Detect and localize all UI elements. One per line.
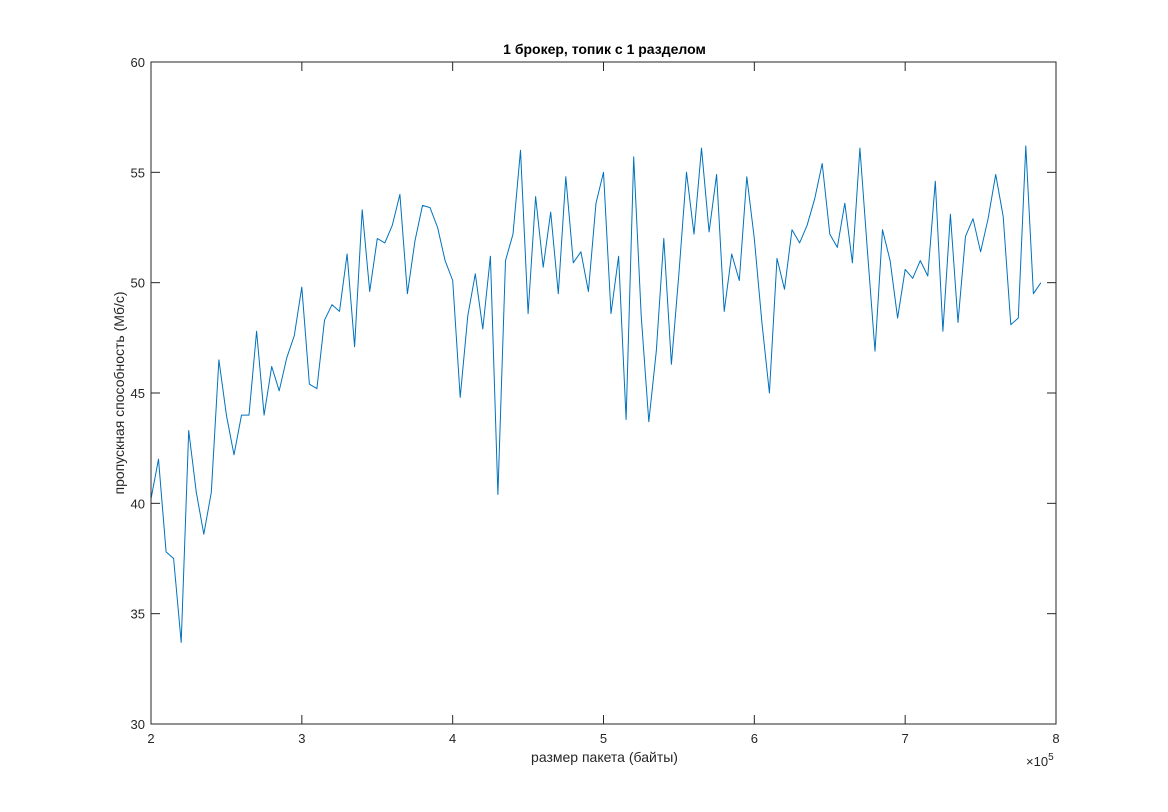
y-tick-label: 40: [131, 496, 145, 511]
x-exponent-base: ×10: [1026, 754, 1048, 769]
y-tick-label: 50: [131, 276, 145, 291]
x-tick-label: 4: [449, 731, 456, 746]
x-tick-label: 5: [600, 731, 607, 746]
y-tick-labels: 30 35 40 45 50 55 60: [131, 55, 145, 732]
x-tick-label: 7: [902, 731, 909, 746]
x-tick-label: 2: [147, 731, 154, 746]
series-line: [150, 145, 1042, 643]
y-tick-label: 35: [131, 607, 145, 622]
y-axis-label: пропускная способность (Мб/с): [111, 291, 127, 494]
y-tick-label: 55: [131, 165, 145, 180]
x-tick-label: 8: [1052, 731, 1059, 746]
x-tick-label: 6: [751, 731, 758, 746]
x-tick-labels: 2 3 4 5 6 7 8: [147, 731, 1059, 746]
x-axis-label: размер пакета (байты): [531, 749, 678, 765]
y-tick-label: 45: [131, 386, 145, 401]
plot-area-box: [150, 61, 1057, 725]
y-tick-label: 60: [131, 55, 145, 70]
x-exponent-label: ×105: [1026, 752, 1054, 769]
x-tick-label: 3: [298, 731, 305, 746]
chart-title: 1 брокер, топик с 1 разделом: [503, 41, 706, 57]
y-tick-label: 30: [131, 717, 145, 732]
series-layer: [150, 145, 1042, 643]
x-exponent-power: 5: [1048, 752, 1054, 763]
